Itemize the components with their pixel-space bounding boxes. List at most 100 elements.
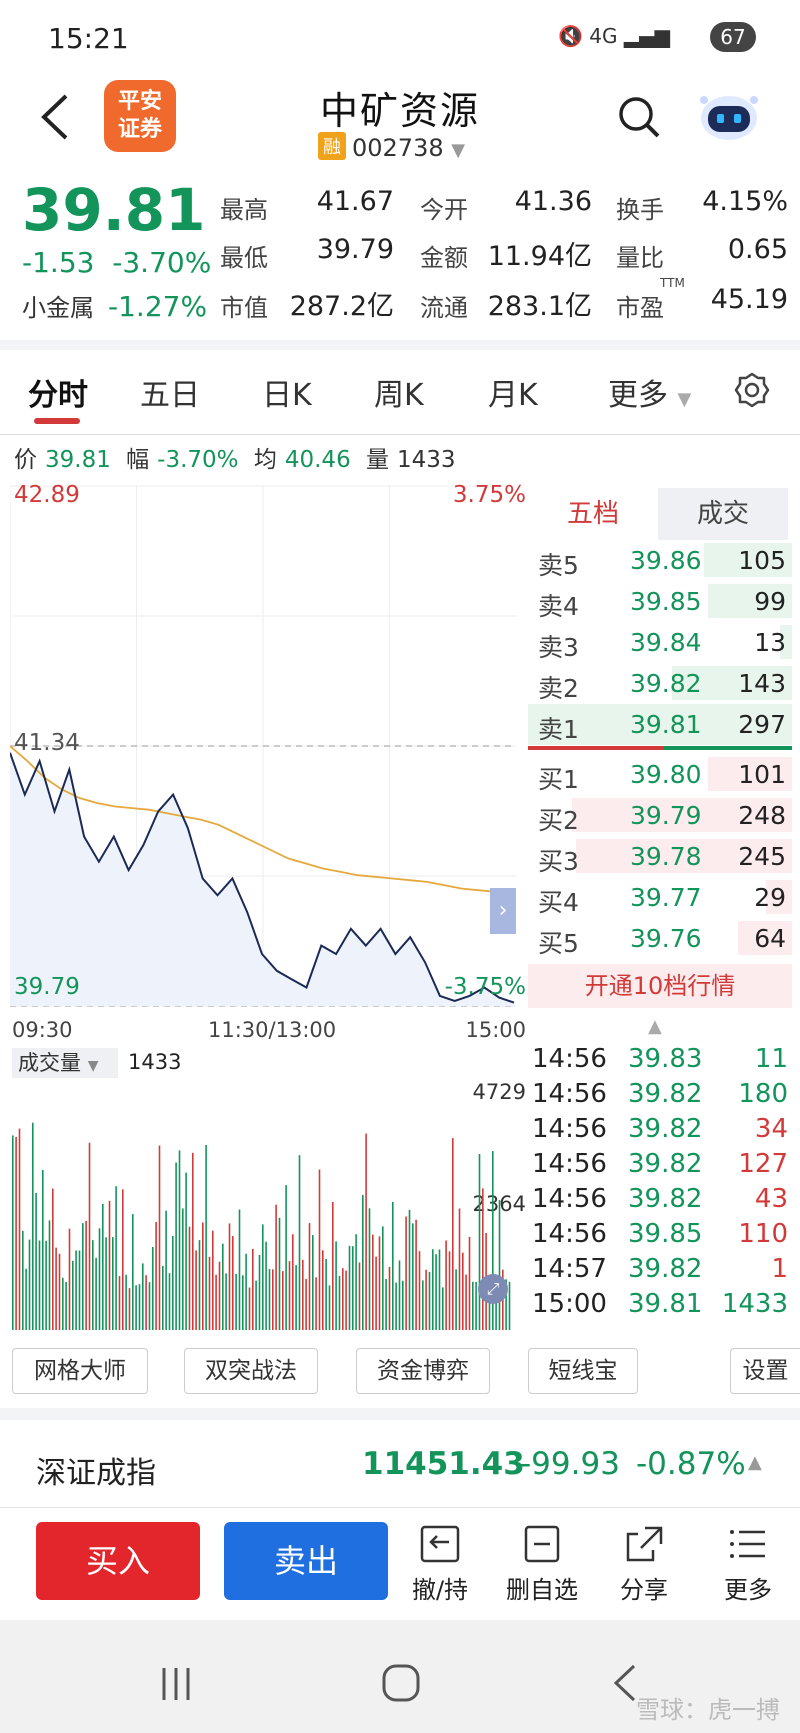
price-line: [9, 752, 515, 1004]
volume-bar: [165, 1210, 167, 1330]
sector-change[interactable]: 小金属 -1.27%: [22, 288, 207, 323]
share-action[interactable]: 分享: [604, 1524, 684, 1605]
volume-bar: [192, 1152, 194, 1330]
sell-button[interactable]: 卖出: [224, 1522, 388, 1600]
field-label: 市盈: [616, 294, 664, 322]
trade-volume: 1433: [721, 1289, 788, 1319]
field-label: 最低: [220, 244, 268, 272]
broker-logo-line2: 证券: [117, 117, 162, 142]
volume-bar: [155, 1221, 157, 1330]
ask-label: 卖4: [538, 592, 579, 621]
volume-bar: [508, 1281, 511, 1330]
price-change: -1.53 -3.70%: [22, 246, 211, 279]
volume-bar: [378, 1236, 381, 1330]
tab-intraday[interactable]: 分时: [28, 378, 88, 413]
fullscreen-icon[interactable]: ⤢: [478, 1274, 508, 1304]
intraday-chart-svg: [9, 485, 516, 1007]
tab-five-day[interactable]: 五日: [140, 378, 200, 413]
volume-bar: [168, 1273, 171, 1330]
ask-price: 39.81: [630, 710, 702, 739]
grid-master-button[interactable]: 网格大师: [12, 1348, 148, 1394]
short-term-button[interactable]: 短线宝: [528, 1348, 638, 1394]
volume-bar: [178, 1150, 181, 1330]
ai-assistant-robot-icon[interactable]: [696, 86, 762, 146]
ask-depth-bar: [708, 584, 792, 618]
index-bar[interactable]: 深证成指 11451.43 -99.93 -0.87% ▲: [0, 1408, 800, 1508]
info-price-label: 价: [14, 447, 37, 473]
volume-bar: [418, 1251, 421, 1330]
back-arrow-icon[interactable]: [36, 92, 76, 142]
volume-bar: [282, 1271, 284, 1330]
volume-bar: [392, 1202, 394, 1330]
settings-button[interactable]: 设置: [730, 1348, 800, 1394]
volume-bar: [472, 1281, 474, 1330]
gear-icon[interactable]: [734, 372, 770, 408]
volume-bar: [152, 1247, 154, 1330]
volume-bar: [92, 1240, 94, 1330]
volume-bar: [382, 1226, 384, 1330]
bid-label: 买1: [538, 765, 579, 794]
quote-panel: 39.81 -1.53 -3.70% 小金属 -1.27% 最高 41.67 今开…: [0, 172, 800, 332]
tab-trades[interactable]: 成交: [658, 488, 788, 540]
ask-volume: 99: [754, 587, 786, 616]
system-nav-bar: 雪球：虎一搏: [0, 1620, 800, 1733]
trade-time: 14:56: [532, 1114, 607, 1144]
tab-more[interactable]: 更多 ▼: [608, 370, 691, 414]
trade-volume: 43: [754, 1184, 788, 1214]
bid-depth-bar: [738, 921, 792, 955]
volume-bar: [295, 1265, 297, 1330]
volume-indicator-selector[interactable]: 成交量 ▼: [12, 1048, 118, 1078]
search-icon[interactable]: [614, 92, 664, 142]
more-action[interactable]: 更多: [708, 1524, 788, 1605]
volume-bar: [65, 1281, 67, 1330]
field-label: 换手: [616, 196, 664, 224]
y-base-label: 41.34: [14, 730, 80, 756]
volume-bar: [185, 1172, 187, 1330]
tab-monthly-k[interactable]: 月K: [488, 378, 538, 413]
bid-depth-bar: [576, 839, 792, 873]
broker-logo[interactable]: 平安 证券: [104, 80, 176, 152]
volume-bar: [365, 1133, 367, 1330]
buy-button[interactable]: 买入: [36, 1522, 200, 1600]
divider: [0, 434, 800, 435]
collapse-up-triangle-icon[interactable]: ▲: [648, 1016, 662, 1037]
intraday-chart[interactable]: 42.89 3.75% 41.34 39.79 -3.75% 09:30 11:…: [9, 474, 526, 1044]
volume-bar: [225, 1273, 227, 1330]
volume-bar: [268, 1269, 271, 1330]
volume-bar: [312, 1235, 314, 1330]
trade-time: 15:00: [532, 1289, 607, 1319]
stock-code-selector[interactable]: 融 002738 ▼: [318, 132, 465, 162]
field-label: 今开: [420, 196, 468, 224]
expand-up-triangle-icon[interactable]: ▲: [748, 1452, 762, 1473]
menu-list-icon: [730, 1530, 765, 1558]
ask-label: 卖5: [538, 551, 579, 580]
double-breakout-button[interactable]: 双突战法: [184, 1348, 318, 1394]
expand-panel-chevron-icon[interactable]: ›: [490, 888, 516, 934]
ask-price: 39.84: [630, 628, 702, 657]
stock-code: 002738: [352, 134, 444, 162]
tab-weekly-k[interactable]: 周K: [374, 378, 424, 413]
volume-bar: [195, 1250, 197, 1330]
volume-bar: [82, 1223, 84, 1330]
volume-bar: [358, 1262, 361, 1330]
back-nav-icon[interactable]: [610, 1662, 640, 1704]
volume-bar: [328, 1285, 331, 1330]
home-icon[interactable]: [380, 1662, 422, 1704]
ask-volume: 297: [738, 710, 786, 739]
ttm-superscript: TTM: [660, 276, 685, 290]
volume-bar: [355, 1234, 357, 1330]
remove-watchlist-action[interactable]: 删自选: [502, 1524, 582, 1605]
volume-bar: [85, 1221, 87, 1330]
volume-bar: [38, 1240, 41, 1330]
recent-apps-icon[interactable]: [156, 1664, 196, 1704]
tab-five-levels[interactable]: 五档: [528, 488, 658, 540]
bid-row: 买5 39.76 64: [528, 918, 792, 959]
tab-daily-k[interactable]: 日K: [262, 378, 312, 413]
volume-bar: [148, 1282, 151, 1330]
open-10-levels-button[interactable]: 开通10档行情: [528, 964, 792, 1008]
cancel-hold-action[interactable]: 撤/持: [400, 1524, 480, 1605]
ask-volume: 143: [738, 669, 786, 698]
volume-chart[interactable]: 成交量 ▼ 1433 4729 2364 ⤢: [10, 1048, 526, 1330]
field-value: 45.19: [710, 284, 788, 315]
fund-game-button[interactable]: 资金博弈: [356, 1348, 490, 1394]
